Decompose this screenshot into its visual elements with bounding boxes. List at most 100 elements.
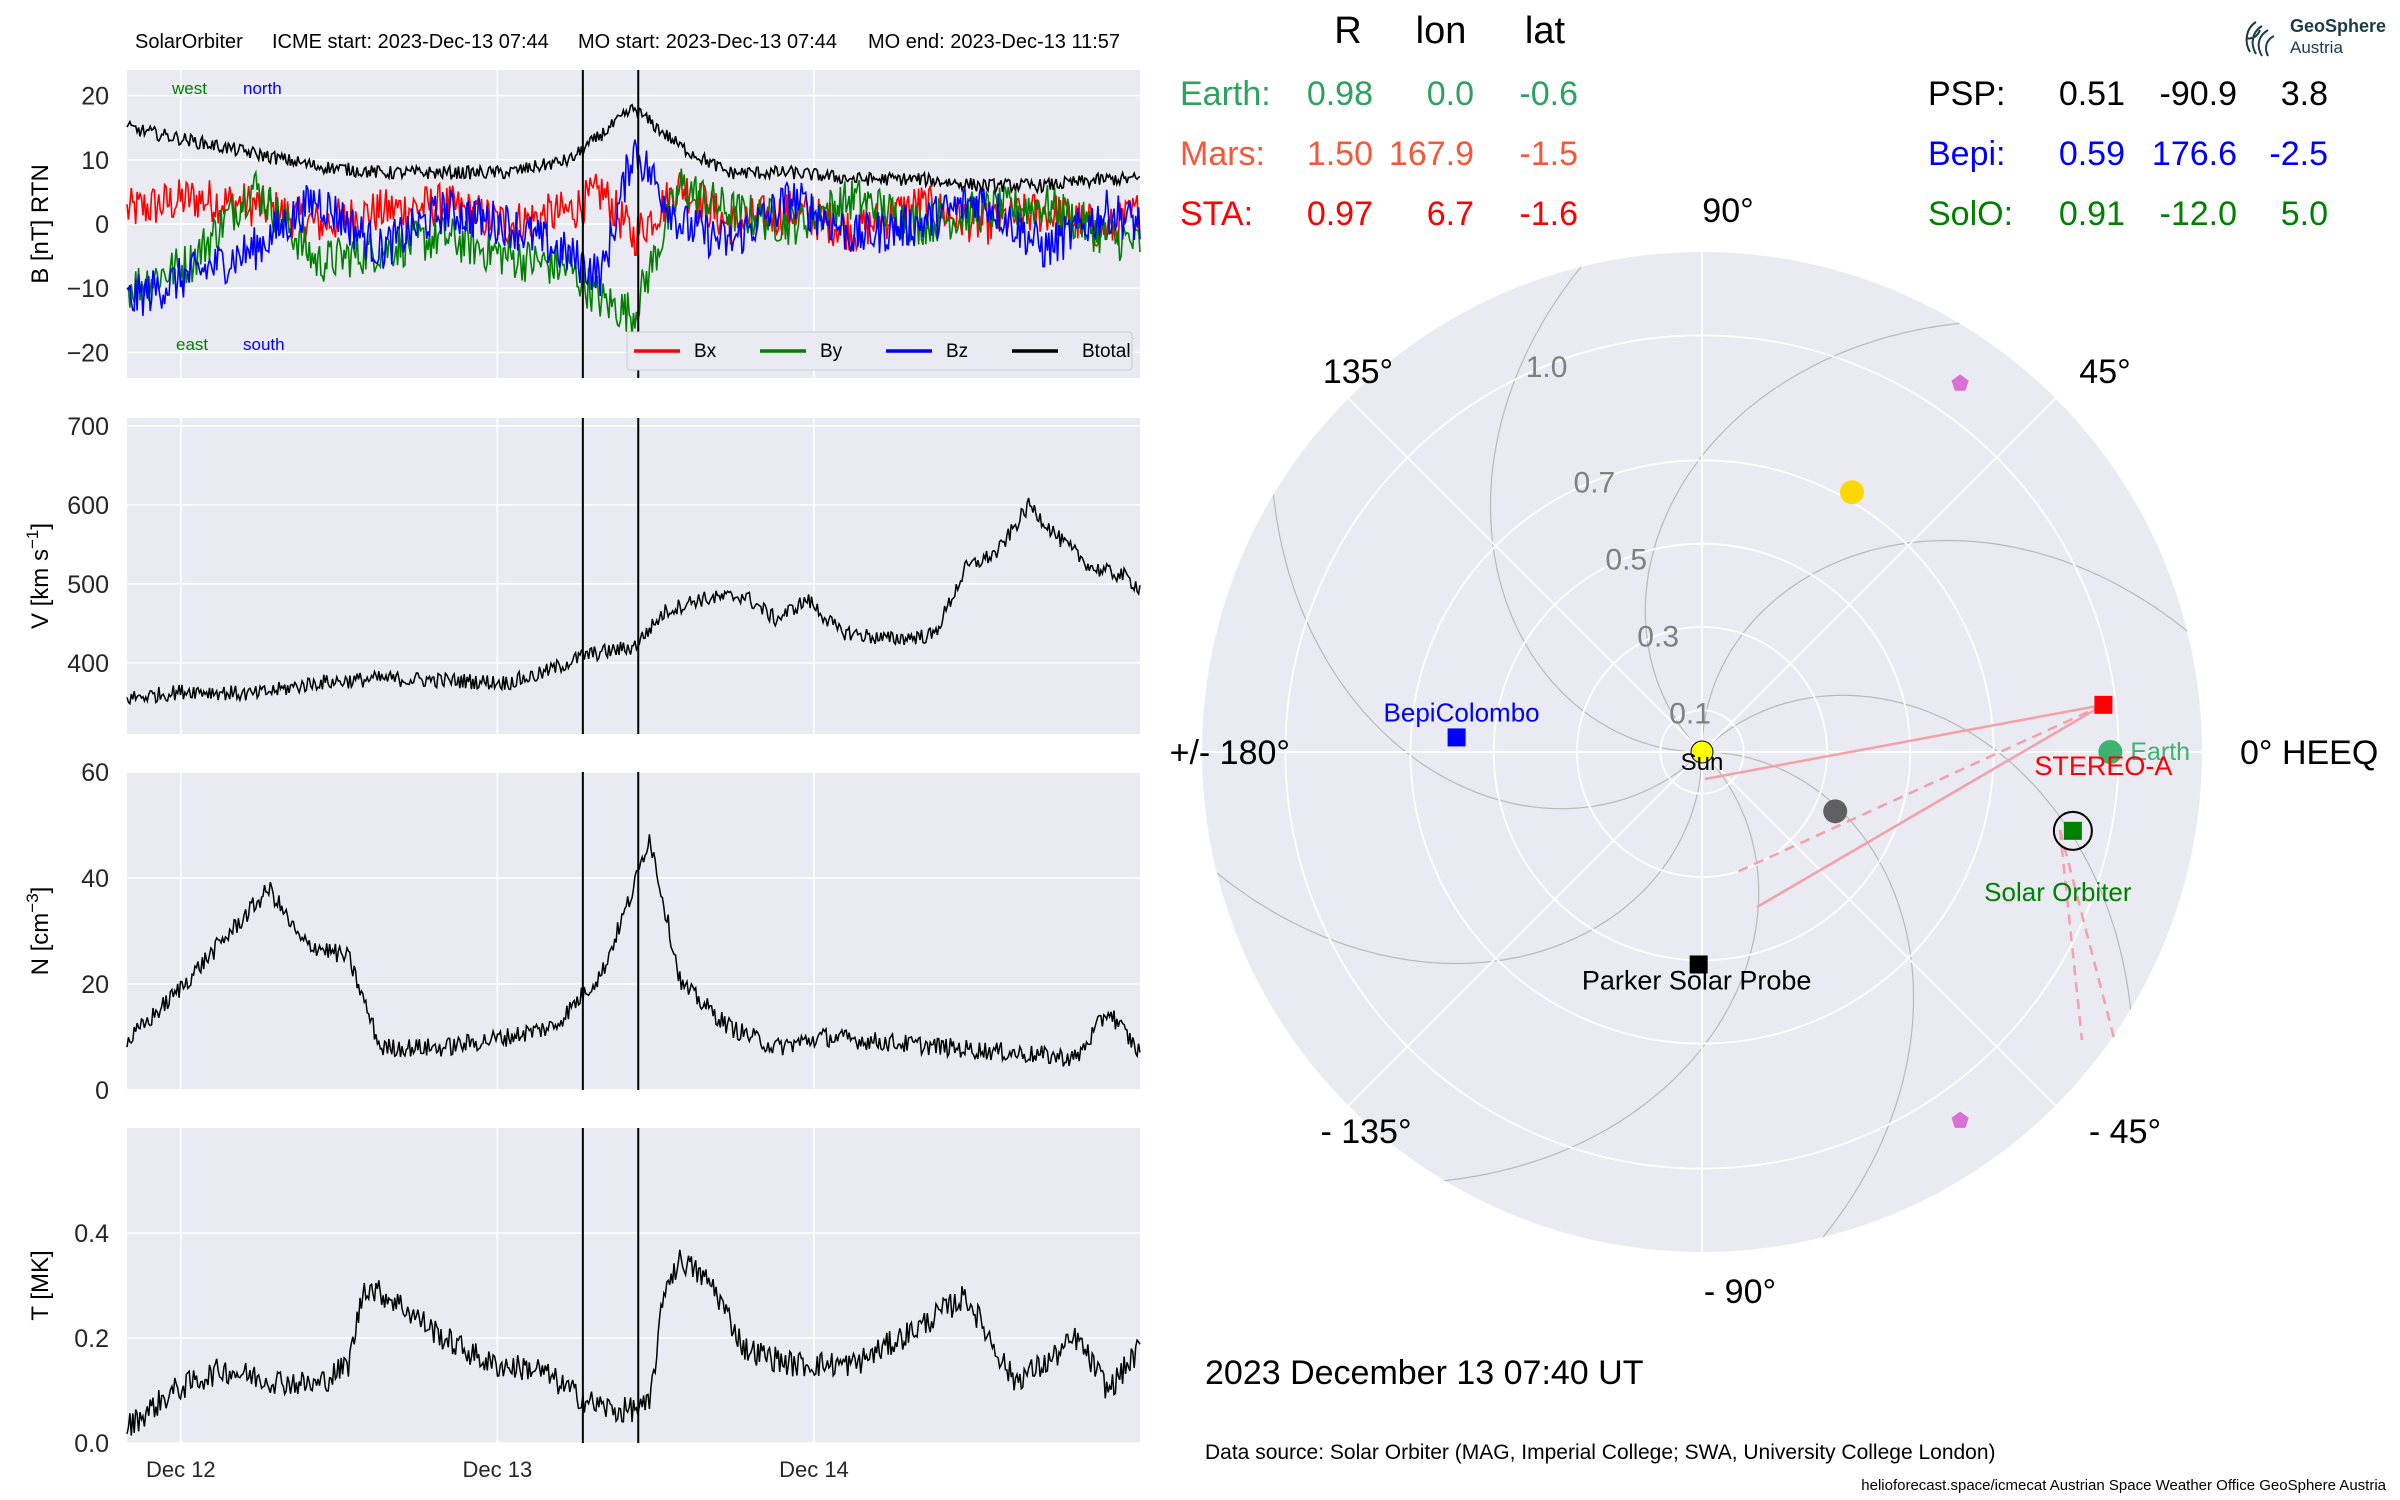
radial-tick-label: 1.0: [1526, 351, 1568, 384]
series-line-p4: [126, 1249, 1141, 1436]
y-tick-label: 700: [67, 413, 109, 441]
annot-north: north: [243, 79, 282, 98]
body-marker: [1447, 728, 1466, 747]
body-marker: [1951, 1111, 1969, 1128]
body-marker: [2098, 740, 2123, 764]
y-tick-label: 40: [81, 865, 109, 893]
table-row: Earth: 0.98 0.0 -0.6: [1180, 75, 1578, 113]
y-tick-label: −20: [67, 339, 109, 367]
body-label: Earth: [2130, 738, 2190, 766]
row-lat: 5.0: [2281, 195, 2328, 233]
table-row: Mars: 1.50 167.9 -1.5: [1180, 135, 1578, 173]
angle-label: - 90°: [1704, 1273, 1776, 1311]
row-r: 0.51: [2059, 75, 2125, 113]
body-marker: [1951, 374, 1969, 391]
angular-gridline: [1701, 751, 2057, 1107]
footer-credits: helioforecast.space/icmecat Austrian Spa…: [1861, 1477, 2386, 1494]
data-source: Data source: Solar Orbiter (MAG, Imperia…: [1205, 1441, 1996, 1464]
body-marker: [2094, 695, 2113, 714]
stereo-a-fov-lines: [1704, 703, 2117, 1043]
geosphere-logo: GeoSphere Austria: [2242, 14, 2392, 66]
body-object: [1951, 1111, 1969, 1128]
body-marker: [1689, 955, 1708, 974]
angle-label: - 135°: [1320, 1113, 1411, 1151]
row-lat: -0.6: [1519, 75, 1578, 113]
logo-title: GeoSphere: [2290, 16, 2387, 36]
radial-tick-label: 0.1: [1669, 698, 1711, 731]
row-name: Mars:: [1180, 135, 1265, 173]
polar-orbit-plot: 0.1 0.3 0.5 0.7 1.0 0° HEEQ 45° 90° 135° +/- 180°…: [1170, 192, 2379, 1311]
y-tick-label: 20: [81, 83, 109, 111]
panel-background: [127, 772, 1140, 1090]
series-line-p3: [126, 834, 1141, 1067]
row-name: Bepi:: [1928, 135, 2006, 173]
row-r: 0.59: [2059, 135, 2125, 173]
row-name: Earth:: [1180, 75, 1271, 113]
angle-label: 0° HEEQ: [2240, 734, 2378, 772]
row-lat: -1.5: [1519, 135, 1578, 173]
y-tick-label: 0.0: [74, 1430, 109, 1458]
angle-label: 90°: [1702, 192, 1753, 230]
y-axis-label: B [nT] RTN: [27, 164, 54, 284]
mo-start: MO start: 2023-Dec-13 07:44: [578, 31, 837, 53]
table-row: STA: 0.97 6.7 -1.6: [1180, 195, 1578, 233]
row-lat: 3.8: [2281, 75, 2328, 113]
table-row: SolO: 0.91 -12.0 5.0: [1928, 195, 2328, 233]
row-lon: 0.0: [1427, 75, 1474, 113]
body-sun: Sun: [1681, 740, 1723, 776]
radial-tick-label: 0.5: [1605, 544, 1647, 577]
y-tick-label: 500: [67, 571, 109, 599]
row-lon: -12.0: [2160, 195, 2238, 233]
body-marker: [2063, 821, 2082, 840]
legend-label: Bx: [694, 341, 717, 362]
y-axis-label: V [km s−1]: [23, 523, 54, 629]
row-lon: 176.6: [2152, 135, 2237, 173]
series-line-by: [126, 168, 1141, 336]
logo-subtitle: Austria: [2290, 38, 2343, 57]
body-earth: Earth: [2098, 738, 2190, 766]
panel-background: [127, 418, 1140, 734]
angle-label: - 45°: [2089, 1113, 2161, 1151]
body-label: Parker Solar Probe: [1582, 965, 1812, 995]
row-lon: 6.7: [1427, 195, 1474, 233]
body-label: Solar Orbiter: [1984, 877, 2132, 907]
row-r: 0.97: [1307, 195, 1373, 233]
x-tick-label: Dec 14: [779, 1457, 849, 1482]
panel-4: 0.0 0.2 0.4 T [MK] Dec 12 Dec 13 Dec 14: [27, 1128, 1141, 1482]
legend-label: Bz: [946, 341, 968, 362]
y-tick-label: 20: [81, 971, 109, 999]
legend-label: By: [820, 341, 843, 362]
body-highlight-ring: [2052, 810, 2093, 851]
row-r: 1.50: [1307, 135, 1373, 173]
body-label: BepiColombo: [1384, 697, 1540, 727]
angular-gridline: [1701, 397, 2057, 753]
row-r: 0.98: [1307, 75, 1373, 113]
mo-end: MO end: 2023-Dec-13 11:57: [868, 31, 1120, 53]
row-lon: 167.9: [1389, 135, 1474, 173]
series-line-bx: [126, 172, 1141, 257]
row-name: PSP:: [1928, 75, 2005, 113]
legend-label: Btotal: [1082, 341, 1131, 362]
row-lat: -1.6: [1519, 195, 1578, 233]
y-tick-label: 400: [67, 650, 109, 678]
table-header: lon: [1416, 10, 1467, 52]
angle-label: +/- 180°: [1170, 734, 1290, 772]
table-header: lat: [1525, 10, 1566, 52]
body-object: [1823, 799, 1848, 824]
x-tick-label: Dec 13: [463, 1457, 533, 1482]
icme-start: ICME start: 2023-Dec-13 07:44: [272, 31, 549, 53]
panel-3: 0 20 40 60 N [cm−3]: [23, 759, 1141, 1105]
series-line-bz: [126, 139, 1141, 316]
table-row: Bepi: 0.59 176.6 -2.5: [1928, 135, 2328, 173]
y-tick-label: 0: [95, 211, 109, 239]
y-tick-label: 10: [81, 147, 109, 175]
y-axis-label: T [MK]: [27, 1250, 54, 1320]
row-name: STA:: [1180, 195, 1253, 233]
annot-south: south: [243, 335, 285, 354]
plot-date: 2023 December 13 07:40 UT: [1205, 1354, 1643, 1392]
angular-gridline: [1347, 397, 1703, 753]
row-lon: -90.9: [2160, 75, 2238, 113]
body-stereo-a: STEREO-A: [2034, 695, 2172, 781]
row-name: SolO:: [1928, 195, 2013, 233]
